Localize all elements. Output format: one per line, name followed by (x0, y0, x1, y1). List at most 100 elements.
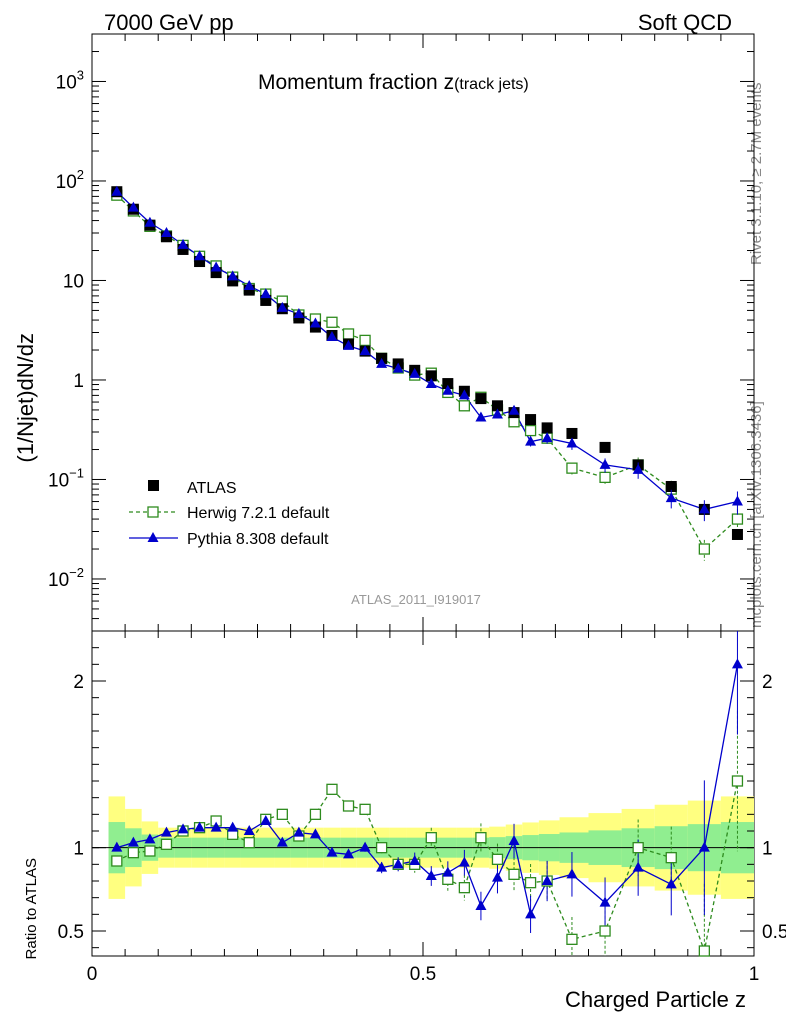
pythia-point (541, 432, 553, 443)
y-tick-label: 1 (73, 371, 84, 392)
legend-pythia-marker (147, 532, 159, 542)
legend-atlas-label: ATLAS (187, 480, 237, 497)
atlas-point (541, 422, 553, 434)
y-tick-label: 10 (63, 271, 84, 292)
herwig-ratio-point (475, 832, 487, 844)
pythia-point (376, 357, 388, 368)
pythia-point (508, 404, 520, 415)
y-tick-exponent: 2 (77, 167, 84, 182)
herwig-ratio-point (326, 783, 338, 795)
pythia-point (442, 384, 454, 395)
atlas-point (599, 441, 611, 453)
energy-label: 7000 GeV pp (104, 10, 234, 35)
herwig-point (698, 543, 710, 555)
pythia-point (599, 458, 611, 469)
herwig-point (458, 400, 471, 412)
herwig-ratio-point (665, 852, 677, 864)
herwig-point (326, 316, 338, 328)
herwig-ratio-point (508, 868, 520, 880)
herwig-point (524, 424, 537, 437)
herwig-point (508, 416, 520, 428)
pythia-ratio-point (425, 870, 437, 880)
legend-pythia-label: Pythia 8.308 default (187, 531, 329, 548)
herwig-ratio-point (566, 933, 578, 945)
pythia-ratio-point (632, 861, 644, 872)
pythia-ratio-point (194, 821, 206, 832)
pythia-ratio-point (160, 826, 172, 837)
pythia-ratio-point (127, 836, 139, 847)
herwig-ratio-point (276, 808, 288, 820)
pythia-ratio-point (144, 833, 156, 844)
pythia-point (491, 408, 503, 419)
y-tick-exponent: −1 (69, 465, 84, 480)
pythia-ratio-point (177, 823, 189, 834)
pythia-ratio-point (392, 858, 404, 869)
pythia-point (276, 301, 288, 312)
pythia-point (359, 345, 371, 356)
plot-title-sub: (track jets) (454, 76, 529, 93)
data-marks (111, 185, 744, 957)
pythia-ratio-point (508, 835, 520, 845)
pythia-point (293, 308, 305, 319)
herwig-ratio-point (632, 842, 644, 854)
pythia-ratio-point (227, 821, 239, 832)
atlas-point (210, 267, 222, 279)
herwig-ratio-point (731, 775, 744, 787)
pythia-ratio-point (665, 878, 677, 889)
pythia-ratio-point (566, 868, 578, 879)
ratio-panel-frame (91, 630, 755, 957)
pythia-ratio-point (359, 841, 371, 852)
pythia-line (116, 191, 738, 511)
y-axis-label: (1/Njet)dN/dz (13, 333, 38, 463)
atlas-point (227, 275, 239, 287)
pythia-ratio-point (326, 846, 338, 857)
x-tick-label: 1 (749, 964, 760, 985)
y-tick-label: 10−1 (48, 465, 84, 491)
herwig-point (342, 328, 355, 340)
pythia-ratio-point (525, 908, 537, 919)
mcplots-label: mcplots.cern.ch [arXiv:1306.3436] (748, 401, 765, 628)
atlas-point (194, 256, 206, 268)
herwig-point (566, 462, 578, 474)
pythia-ratio-point (309, 828, 321, 839)
ratio-y-tick-label-right: 1 (762, 839, 773, 860)
pythia-point (260, 288, 272, 299)
herwig-ratio-point (127, 847, 140, 859)
pythia-ratio-point (458, 856, 470, 867)
atlas-point (475, 393, 487, 405)
pythia-point (698, 503, 710, 514)
herwig-ratio-point (111, 855, 123, 867)
herwig-ratio-point (491, 853, 504, 865)
rivet-label: Rivet 3.1.10, ≥ 2.7M events (748, 83, 765, 266)
ratio-y-tick-label: 1 (73, 839, 84, 860)
pythia-point (326, 331, 338, 342)
pythia-ratio-point (343, 848, 355, 859)
herwig-ratio-point (144, 845, 156, 857)
atlas-point (566, 427, 578, 439)
y-tick-exponent: 3 (77, 67, 84, 82)
pythia-ratio-point (731, 658, 743, 669)
y-tick-label: 102 (56, 167, 84, 193)
herwig-ratio-point (359, 803, 371, 815)
herwig-ratio-point (599, 925, 611, 937)
pythia-ratio-point (276, 836, 288, 847)
pythia-point (566, 437, 578, 448)
pythia-point (409, 367, 421, 378)
pythia-point (392, 362, 404, 373)
pythia-point (475, 411, 487, 422)
herwig-ratio-point (425, 832, 437, 844)
ratio-y-tick-label-right: 2 (762, 672, 773, 693)
pythia-point (210, 261, 222, 272)
pythia-point (160, 227, 172, 237)
x-tick-label: 0.5 (410, 964, 436, 985)
pythia-ratio-point (210, 821, 222, 832)
pythia-ratio-point (243, 825, 255, 835)
herwig-ratio-point (458, 882, 471, 894)
atlas-point (177, 243, 189, 255)
y-tick-label: 10−2 (48, 565, 84, 591)
herwig-ratio-point (160, 838, 173, 850)
y-tick-exponent: −2 (69, 565, 84, 580)
ratio-y-tick-label-right: 0.5 (762, 922, 786, 943)
herwig-ratio-point (524, 877, 537, 889)
